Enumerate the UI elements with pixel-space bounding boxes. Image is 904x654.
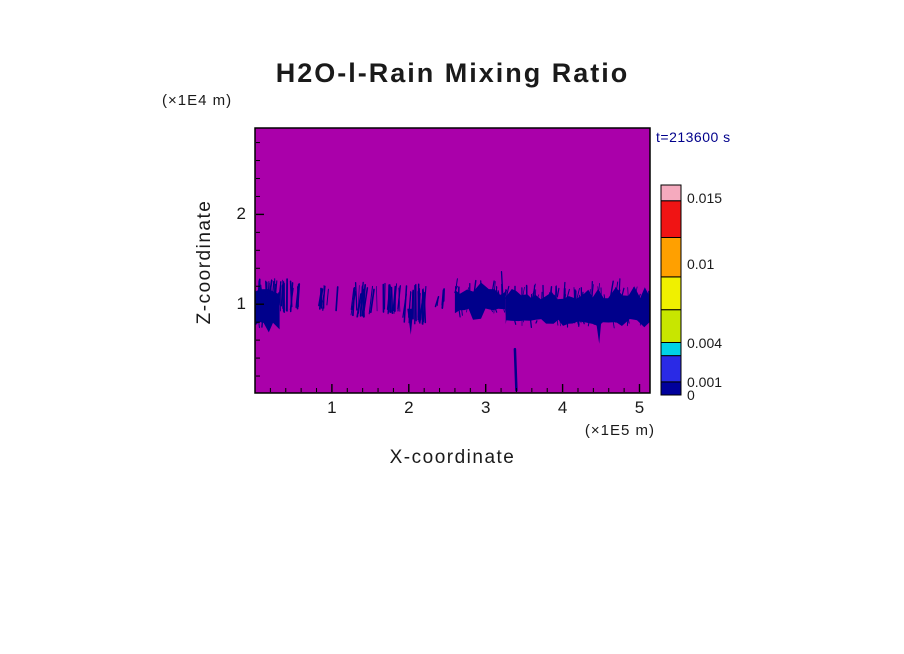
timestamp-label: t=213600 s <box>656 129 731 145</box>
x-tick-label: 2 <box>404 398 414 417</box>
x-tick-label: 4 <box>557 398 568 417</box>
colorbar-tick-label: 0.001 <box>687 373 723 390</box>
plot-background <box>255 128 650 393</box>
x-axis-title: X-coordinate <box>389 447 516 468</box>
plot-frame <box>254 127 651 394</box>
z-axis-title: Z-coordinate <box>194 199 215 325</box>
z-tick-label: 2 <box>236 204 246 224</box>
z-axis-unit-label: (×1E4 m) <box>162 92 233 109</box>
chart-title: H2O-l-Rain Mixing Ratio <box>275 58 630 88</box>
colorbar-tick-label: 0.01 <box>687 255 715 272</box>
z-tick-label: 1 <box>236 294 246 314</box>
colorbar <box>660 184 682 396</box>
rain-features <box>255 271 650 392</box>
axis-ticks <box>256 142 641 392</box>
x-tick-label: 3 <box>480 398 491 417</box>
x-tick-label: 5 <box>634 398 645 417</box>
colorbar-tick-label: 0.015 <box>687 190 723 207</box>
colorbar-tick-label: 0.004 <box>687 334 723 351</box>
x-axis-unit-label: (×1E5 m) <box>584 422 655 439</box>
x-tick-label: 1 <box>327 398 337 417</box>
colorbar-tick-label: 0 <box>687 387 695 403</box>
